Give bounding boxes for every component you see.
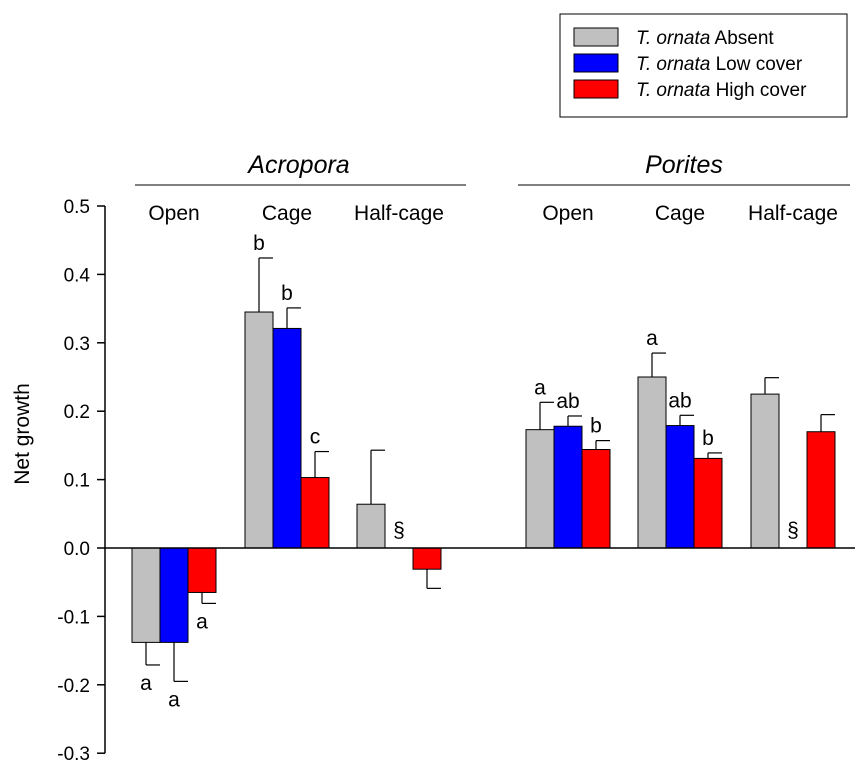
genus-title: Porites [645,151,723,179]
bar [300,477,330,549]
genus-title: Acropora [246,151,350,179]
significance-letter: a [168,688,180,711]
bar [665,425,695,549]
bar [187,547,217,593]
y-tick-label: 0.3 [64,334,90,355]
significance-letter: b [702,427,714,450]
legend-swatch [573,53,619,73]
bar [272,327,302,549]
significance-letter: a [646,327,658,350]
y-tick-label: 0.1 [64,471,90,492]
y-tick-label: 0.0 [64,539,90,560]
bar [356,503,386,549]
bar [525,429,555,549]
legend-entry: T. ornata Low cover [636,54,803,75]
bar [412,547,442,570]
treatment-label: Cage [655,202,705,225]
legend-swatch [573,27,619,47]
missing-data-symbol: § [787,519,799,542]
bar [693,457,723,549]
bar [750,393,780,549]
legend: T. ornata Absent T. ornata Low cover T. or… [559,13,848,118]
significance-letter: ab [556,390,579,413]
legend-entry: T. ornata High cover [636,80,807,101]
bar [637,376,667,549]
significance-letter: c [310,426,321,449]
significance-letter: b [281,282,293,305]
significance-letter: b [590,415,602,438]
significance-letter: b [253,232,265,255]
significance-letter: ab [668,389,691,412]
bar [159,547,189,643]
bar [553,425,583,549]
bar [581,449,611,549]
legend-entry: T. ornata Absent [636,28,774,49]
y-tick-label: -0.2 [57,676,90,697]
missing-data-symbol: § [393,519,405,542]
treatment-label: Half-cage [354,202,444,225]
bar [244,311,274,549]
significance-letter: a [196,610,208,633]
y-tick-label: 0.5 [64,197,90,218]
legend-swatch [573,79,619,99]
significance-letter: a [140,672,152,695]
treatment-label: Open [542,202,593,225]
genus-headers: Acropora Open Cage Half-cage Porites Open Cage… [135,151,850,225]
y-tick-label: 0.2 [64,402,90,423]
y-tick-label: 0.4 [64,265,91,286]
y-axis: -0.3 -0.2 -0.1 0.0 0.1 0.2 0.3 0.4 0.5 [57,197,106,764]
bar [131,547,161,643]
y-axis-label: Net growth [11,383,34,485]
treatment-label: Open [148,202,199,225]
significance-letter: a [534,376,546,399]
bar [806,431,836,549]
treatment-label: Half-cage [748,202,838,225]
y-tick-label: -0.1 [57,607,90,628]
treatment-label: Cage [262,202,312,225]
y-tick-label: -0.3 [57,744,90,764]
